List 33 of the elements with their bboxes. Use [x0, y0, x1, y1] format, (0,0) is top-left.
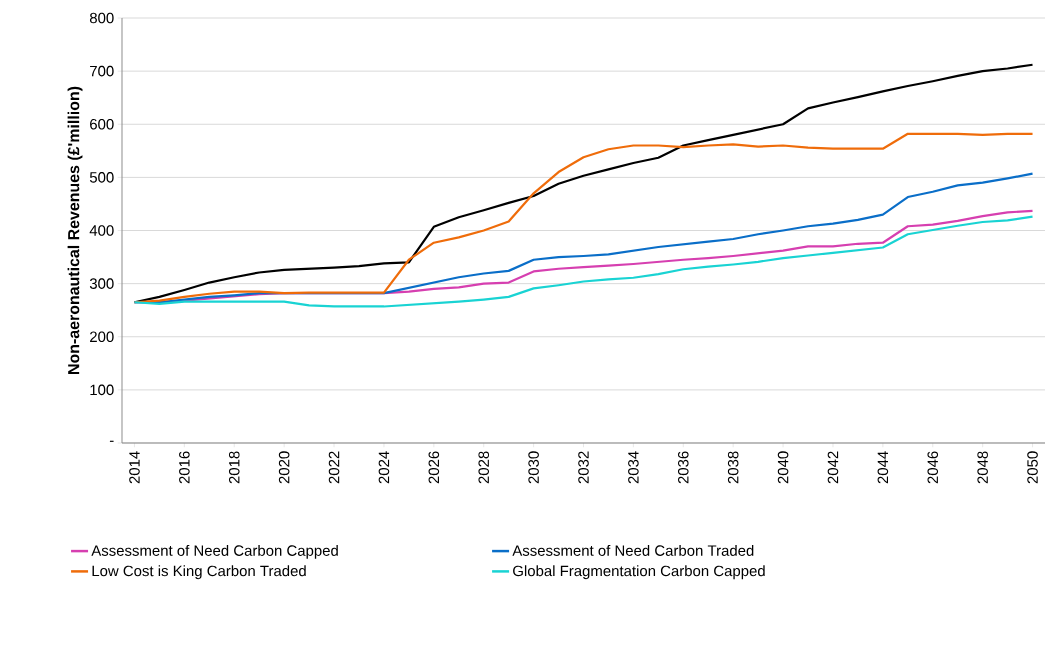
x-tick-label: 2046 — [927, 451, 939, 484]
legend-label: Assessment of Need Carbon Capped — [91, 544, 338, 559]
legend-label: Global Fragmentation Carbon Capped — [513, 565, 765, 580]
x-tick-label: 2042 — [827, 451, 839, 484]
y-tick-label: 700 — [90, 65, 114, 77]
y-tick-label: - — [109, 440, 114, 442]
legend-label: Assessment of Need Carbon Traded — [512, 544, 754, 556]
y-axis-title: Non-aeronautical Revenues (£'million) — [67, 86, 83, 374]
x-tick-label: 2020 — [278, 451, 290, 484]
legend-label: Low Cost is King Carbon Traded — [92, 565, 306, 580]
x-tick-label: 2014 — [129, 451, 140, 484]
x-tick-label: 2030 — [528, 451, 539, 484]
x-tick-label: 2016 — [179, 451, 190, 484]
x-tick-label: 2022 — [328, 451, 340, 484]
y-tick-label: 200 — [90, 331, 114, 343]
x-tick-label: 2050 — [1027, 451, 1038, 484]
x-tick-label: 2026 — [428, 451, 440, 484]
y-tick-label: 100 — [90, 384, 114, 396]
x-tick-label: 2018 — [228, 451, 240, 484]
y-tick-label: 400 — [89, 225, 114, 236]
x-tick-label: 2024 — [378, 451, 390, 484]
x-tick-label: 2032 — [578, 451, 589, 484]
x-tick-label: 2040 — [777, 451, 789, 484]
x-tick-label: 2036 — [678, 451, 689, 484]
x-tick-label: 2038 — [727, 451, 739, 484]
x-tick-label: 2028 — [478, 451, 490, 484]
y-tick-label: 500 — [89, 172, 114, 183]
y-tick-label: 800 — [89, 12, 114, 24]
y-tick-label: 300 — [89, 278, 114, 289]
x-tick-label: 2034 — [628, 451, 639, 484]
x-tick-label: 2044 — [877, 451, 889, 484]
y-tick-label: 600 — [90, 118, 114, 130]
x-tick-label: 2048 — [977, 451, 988, 484]
